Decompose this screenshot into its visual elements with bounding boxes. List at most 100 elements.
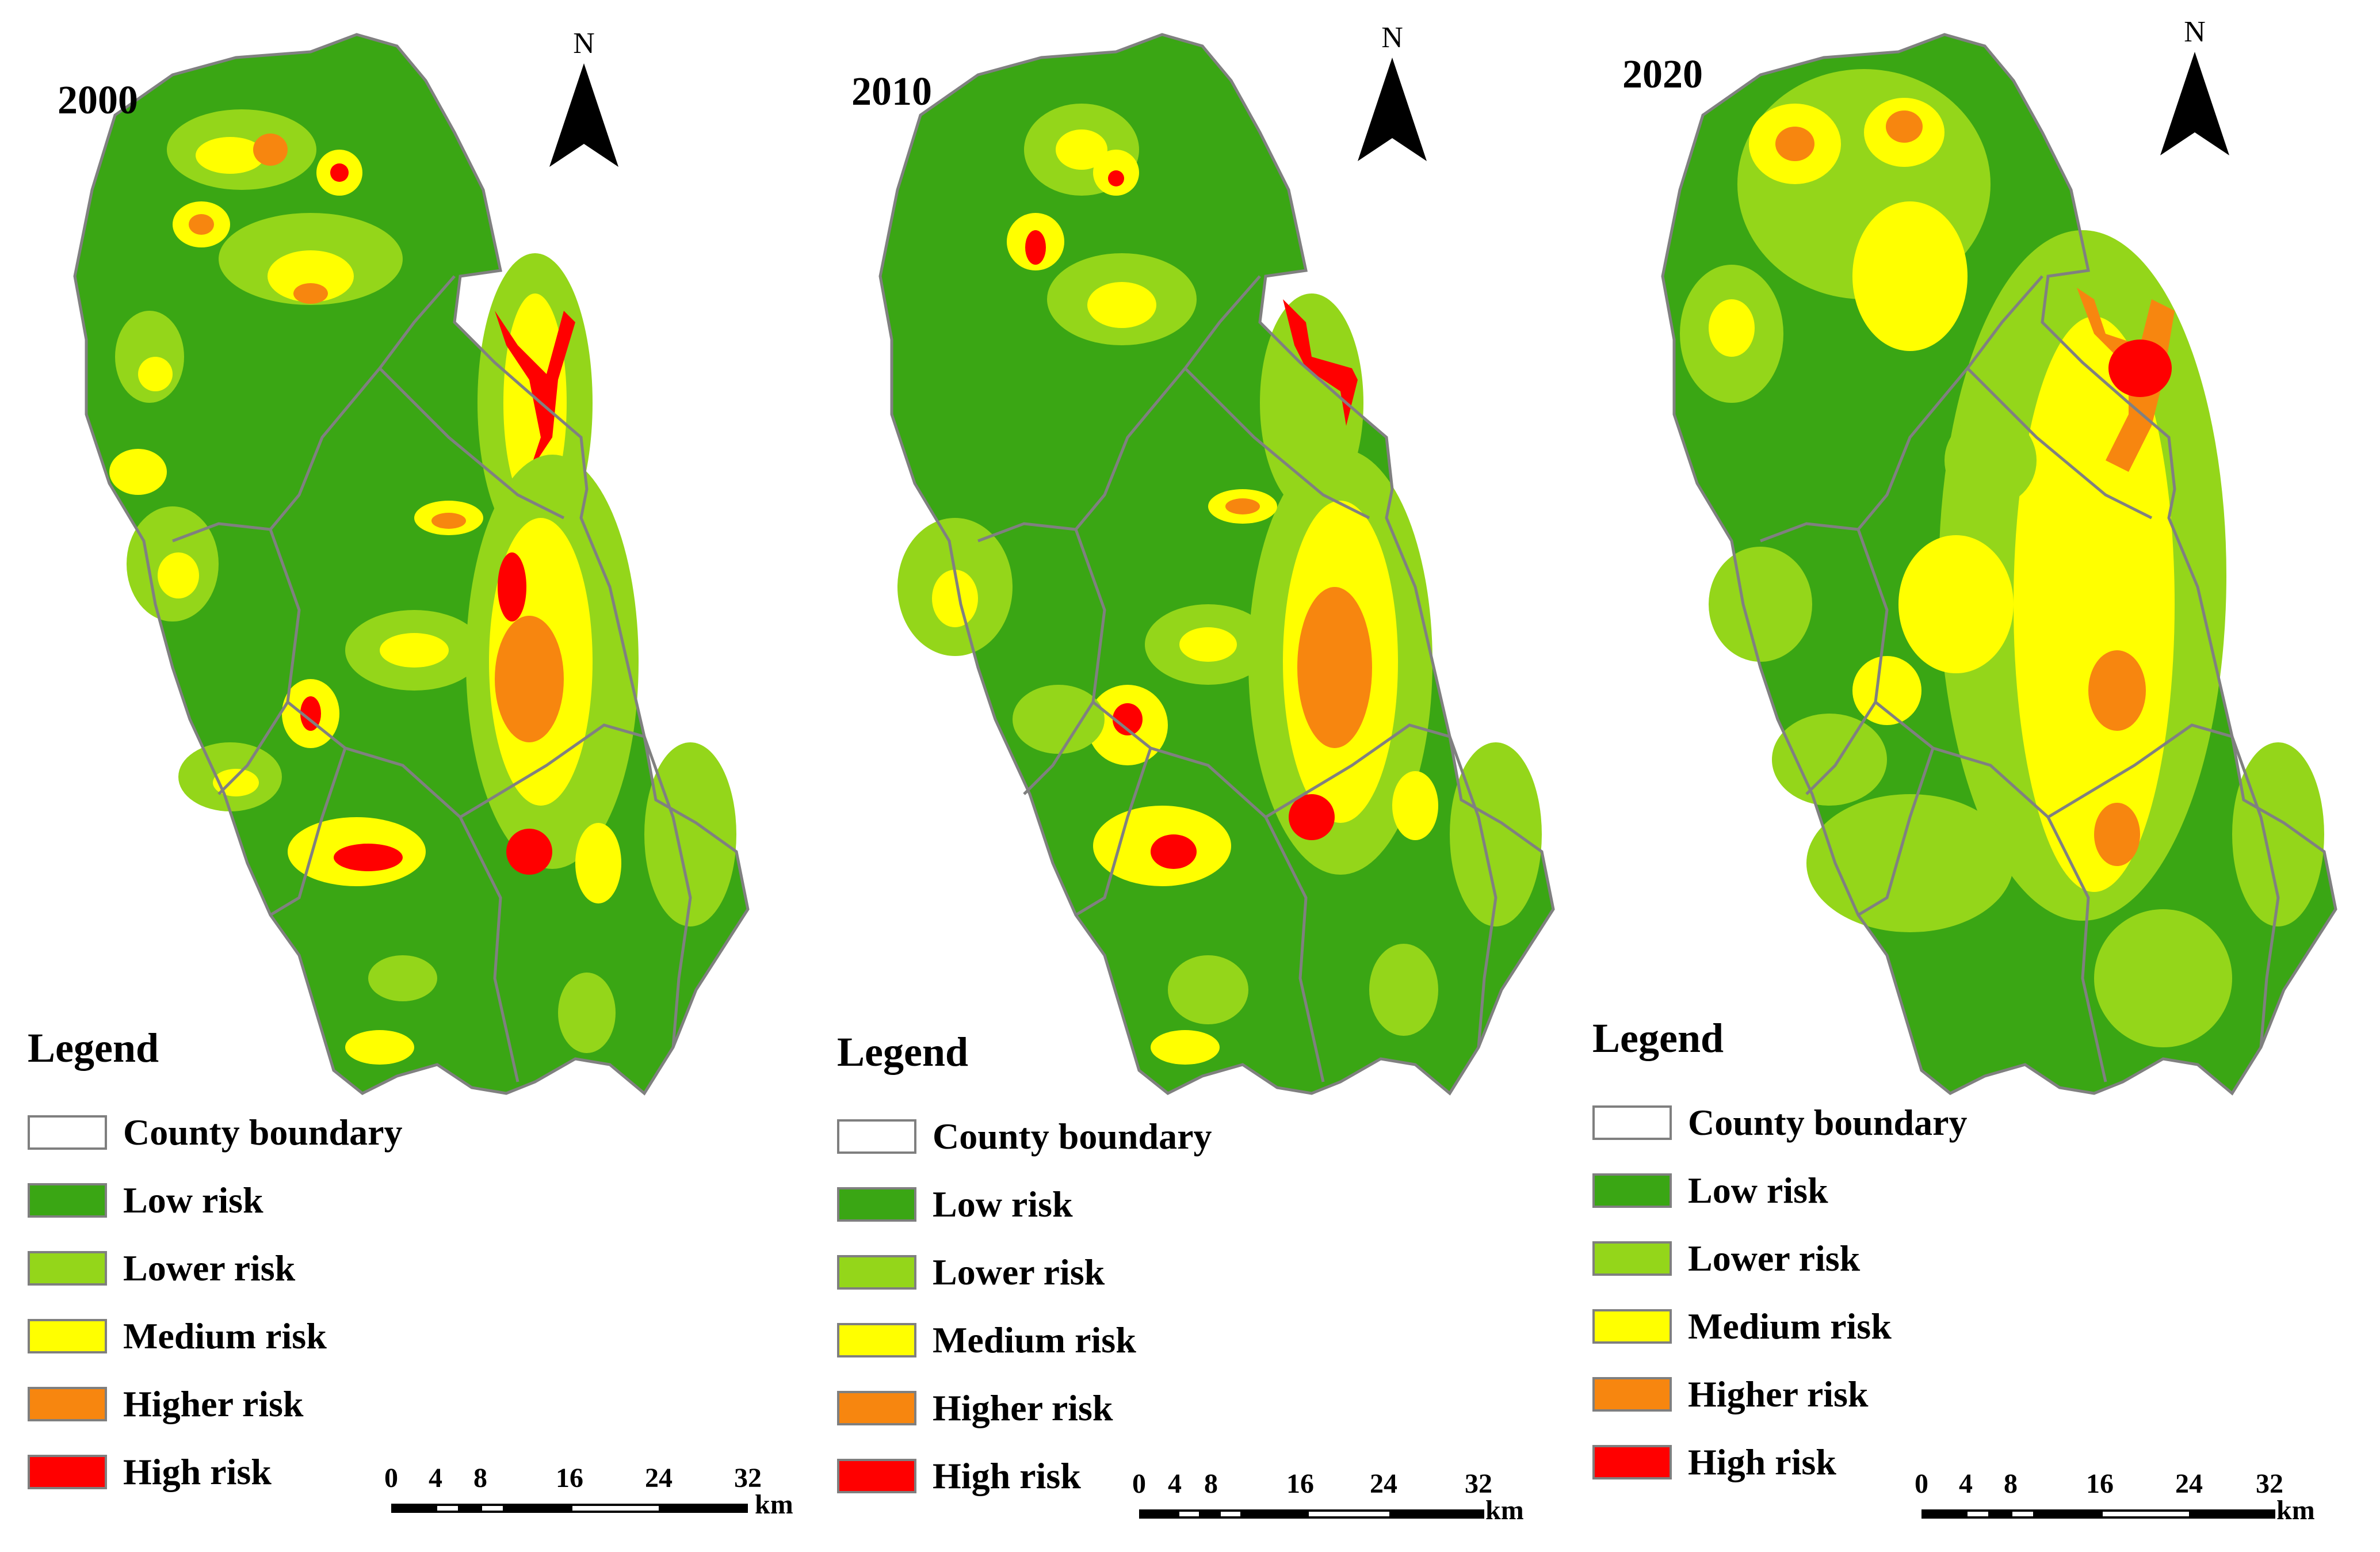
scale-tick: 8 <box>2004 1469 2018 1499</box>
legend-label: Medium risk <box>1688 1306 1892 1347</box>
scale-unit: km <box>2276 1495 2315 1526</box>
legend-swatch <box>28 1387 107 1421</box>
north-letter: N <box>2184 16 2206 48</box>
legend-swatch <box>28 1183 107 1218</box>
scale-tick: 0 <box>384 1463 398 1493</box>
panel-year-label: 2020 <box>1622 52 1703 97</box>
risk-map-2000 <box>0 0 794 1151</box>
legend-label: High risk <box>933 1455 1081 1496</box>
legend-label: County boundary <box>1688 1102 1968 1143</box>
risk-map-2020 <box>1588 0 2380 1151</box>
scale-tick: 8 <box>1204 1469 1218 1499</box>
legend-item-county-boundary: County boundary <box>1592 1089 1968 1157</box>
scale-tick: 4 <box>1168 1469 1182 1499</box>
legend: Legend County boundary Low risk Lower ri… <box>28 1027 403 1506</box>
north-arrow-icon <box>549 63 618 167</box>
legend-swatch <box>1592 1309 1672 1344</box>
north-arrow: N <box>2157 17 2232 155</box>
legend-swatch <box>837 1391 916 1425</box>
legend-item-medium-risk: Medium risk <box>1592 1292 1968 1360</box>
legend-label: High risk <box>123 1451 272 1492</box>
scale-tick: 4 <box>429 1463 442 1493</box>
legend-label: Higher risk <box>1688 1374 1869 1414</box>
legend-swatch <box>28 1115 107 1150</box>
legend-item-low-risk: Low risk <box>1592 1157 1968 1225</box>
map-panel-2020: 2020 N Legend County boundary Low risk L… <box>1588 0 2380 1552</box>
legend-label: Low risk <box>1688 1170 1828 1211</box>
legend-label: High risk <box>1688 1442 1836 1482</box>
legend-swatch <box>837 1187 916 1222</box>
legend-swatch <box>28 1319 107 1353</box>
legend-swatch <box>1592 1445 1672 1479</box>
north-arrow: N <box>547 29 621 167</box>
scale-bar-graphic <box>1921 1509 2275 1519</box>
scale-bar: 0 4 8 16 24 32 km <box>380 1463 793 1528</box>
legend-label: County boundary <box>933 1116 1212 1157</box>
map-panel-2010: 2010 N Legend County boundary Low risk L… <box>805 0 1599 1552</box>
scale-tick: 0 <box>1915 1469 1928 1499</box>
legend-item-medium-risk: Medium risk <box>837 1306 1212 1374</box>
legend-item-higher-risk: Higher risk <box>28 1370 403 1438</box>
legend-item-high-risk: High risk <box>28 1438 403 1506</box>
scale-tick: 16 <box>1286 1469 1314 1499</box>
legend-label: Low risk <box>123 1180 263 1221</box>
scale-tick: 24 <box>2175 1469 2203 1499</box>
legend-item-county-boundary: County boundary <box>28 1099 403 1166</box>
legend-item-low-risk: Low risk <box>837 1170 1212 1238</box>
legend-label: Higher risk <box>933 1387 1113 1428</box>
legend-swatch <box>28 1455 107 1489</box>
legend-swatch <box>837 1323 916 1357</box>
legend-item-low-risk: Low risk <box>28 1166 403 1234</box>
scale-tick: 16 <box>2086 1469 2114 1499</box>
scale-tick: 8 <box>473 1463 487 1493</box>
map-panel-2000: 2000 N Legend County boundary Low risk L… <box>0 0 794 1552</box>
legend-label: County boundary <box>123 1112 403 1153</box>
legend: Legend County boundary Low risk Lower ri… <box>1592 1017 1968 1496</box>
north-arrow-icon <box>1358 58 1427 161</box>
scale-tick: 24 <box>1370 1469 1397 1499</box>
legend-title: Legend <box>28 1025 159 1071</box>
legend-swatch <box>1592 1377 1672 1412</box>
legend-item-lower-risk: Lower risk <box>837 1238 1212 1306</box>
scale-unit: km <box>755 1489 793 1520</box>
legend-item-high-risk: High risk <box>837 1442 1212 1510</box>
legend-title: Legend <box>1592 1015 1724 1061</box>
legend-item-medium-risk: Medium risk <box>28 1302 403 1370</box>
scale-tick: 32 <box>1465 1469 1492 1499</box>
scale-tick: 24 <box>645 1463 673 1493</box>
legend-item-county-boundary: County boundary <box>837 1103 1212 1170</box>
north-letter: N <box>573 27 595 60</box>
scale-tick: 16 <box>556 1463 583 1493</box>
legend-label: Lower risk <box>933 1252 1105 1292</box>
legend-title: Legend <box>837 1029 969 1075</box>
scale-unit: km <box>1485 1495 1524 1526</box>
north-letter: N <box>1381 21 1403 54</box>
legend-item-lower-risk: Lower risk <box>28 1234 403 1302</box>
panel-year-label: 2000 <box>58 78 138 123</box>
scale-bar-graphic <box>1139 1509 1484 1519</box>
legend: Legend County boundary Low risk Lower ri… <box>837 1031 1212 1510</box>
north-arrow: N <box>1355 23 1430 161</box>
legend-item-lower-risk: Lower risk <box>1592 1225 1968 1292</box>
scale-tick: 32 <box>2256 1469 2283 1499</box>
panel-year-label: 2010 <box>851 70 932 114</box>
scale-bar-graphic <box>391 1504 748 1513</box>
scale-tick: 4 <box>1959 1469 1973 1499</box>
legend-item-higher-risk: Higher risk <box>837 1374 1212 1442</box>
north-arrow-icon <box>2160 52 2229 155</box>
scale-bar: 0 4 8 16 24 32 km <box>1128 1469 1524 1534</box>
legend-label: Medium risk <box>933 1320 1136 1360</box>
legend-swatch <box>837 1119 916 1154</box>
legend-label: Lower risk <box>123 1248 296 1288</box>
legend-label: Medium risk <box>123 1315 327 1356</box>
legend-swatch <box>1592 1173 1672 1208</box>
legend-swatch <box>1592 1241 1672 1276</box>
scale-bar: 0 4 8 16 24 32 km <box>1910 1469 2315 1534</box>
risk-map-2010 <box>805 0 1599 1151</box>
legend-item-higher-risk: Higher risk <box>1592 1360 1968 1428</box>
legend-item-high-risk: High risk <box>1592 1428 1968 1496</box>
legend-swatch <box>837 1255 916 1290</box>
legend-swatch <box>28 1251 107 1286</box>
legend-label: Lower risk <box>1688 1238 1861 1279</box>
legend-swatch <box>1592 1105 1672 1140</box>
